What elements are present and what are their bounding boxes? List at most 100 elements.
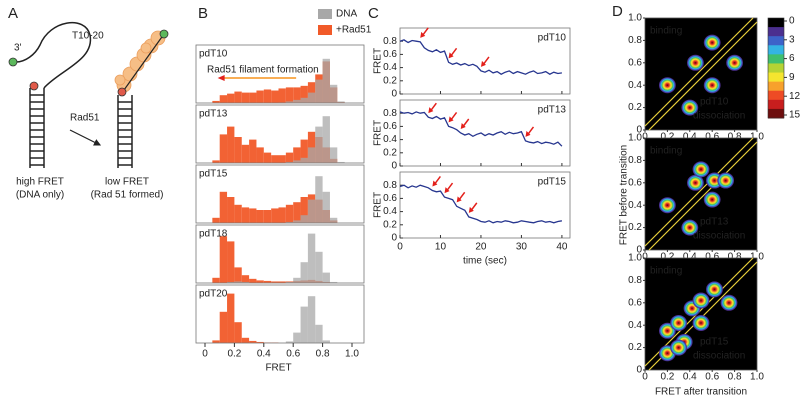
histogram-bar [263, 280, 272, 283]
y-tick-label: 0.4 [628, 320, 642, 331]
y-tick-label: 0.4 [383, 62, 397, 73]
density-contour [691, 307, 693, 310]
histogram-bar [249, 139, 257, 163]
y-tick-label: 0.8 [383, 108, 397, 119]
legend-swatch [318, 9, 332, 19]
histogram-bar [337, 161, 345, 163]
x-tick-label: 0 [642, 132, 648, 143]
y-tick-label: 0 [636, 125, 642, 136]
colorbar-label: 0 [789, 16, 795, 27]
x-tick-label: 0.8 [728, 252, 742, 263]
plot-frame [399, 99, 571, 167]
x-tick-label: 0 [202, 349, 208, 360]
x-tick-label: 0.6 [705, 372, 719, 383]
trace-title: pdT10 [538, 33, 567, 44]
density-peak [687, 54, 704, 71]
histogram-bar [278, 88, 286, 103]
density-peak [670, 339, 687, 356]
fret-trace [399, 184, 563, 224]
y-tick-label: 0 [636, 245, 642, 256]
histogram-bar [285, 204, 294, 223]
histogram-bar [300, 197, 308, 223]
histogram-bar [256, 147, 264, 163]
region-label: binding [650, 26, 682, 37]
histogram-bar [315, 324, 323, 343]
x-tick-label: 0.4 [683, 372, 697, 383]
x-tick-label: 0 [642, 252, 648, 263]
region-label: dissociation [693, 351, 745, 362]
y-tick-label: 0 [391, 161, 397, 172]
histogram-bar [293, 87, 301, 103]
density-contour [688, 106, 691, 109]
y-tick-label: 0.6 [383, 193, 397, 204]
density-contour [711, 41, 714, 44]
histogram-bar [293, 160, 301, 163]
histogram-bar [300, 157, 308, 163]
x-tick-label: 0.8 [728, 132, 742, 143]
histogram-bar [249, 340, 257, 343]
y-tick-label: 0.8 [383, 180, 397, 191]
histogram-bar [293, 332, 301, 343]
density-peak [703, 34, 721, 51]
fret-trace [399, 39, 562, 75]
histogram-bar [271, 155, 279, 163]
ssdna-extended [123, 33, 165, 91]
donor-dye [29, 81, 39, 91]
y-tick-label: 0.2 [383, 219, 397, 230]
histogram-bar [300, 262, 308, 283]
histogram-bar [322, 340, 330, 343]
y-tick-label: 0.6 [628, 297, 642, 308]
density-contour [666, 204, 669, 206]
histogram-bar [293, 202, 301, 223]
reaction-arrow [69, 129, 102, 146]
annotation: Rad51 filament formation [207, 65, 319, 76]
histogram-bar [212, 277, 220, 283]
x-tick-label: 1.0 [345, 349, 359, 360]
arrow-head [448, 116, 454, 123]
x-tick-label: 0.4 [683, 252, 697, 263]
density-contour [700, 168, 702, 171]
histogram-bar [249, 278, 257, 283]
trace-title: pdT13 [538, 105, 567, 116]
histogram-bar [315, 176, 323, 223]
histogram-bar [227, 241, 235, 283]
density-contour [666, 330, 669, 332]
histogram-bar [293, 99, 301, 103]
x-tick-label: 0.2 [660, 132, 674, 143]
x-tick-label: 0.6 [705, 132, 719, 143]
arrow-head [480, 60, 486, 67]
density-contour [677, 322, 680, 324]
histogram-bar [285, 87, 294, 103]
histogram-bar [307, 92, 316, 103]
histogram-bar [329, 217, 338, 223]
region-label: dissociation [693, 231, 745, 242]
histogram-bar [256, 341, 264, 343]
density-peak [659, 197, 676, 214]
x-tick-label: 1.0 [750, 372, 764, 383]
histogram-bar [329, 147, 338, 163]
y-tick-label: 0.2 [628, 102, 642, 113]
histogram-bar [241, 275, 250, 283]
y-tick-label: 0.8 [628, 155, 642, 166]
panel-frame [195, 44, 365, 104]
histogram-bar [322, 272, 330, 283]
arrow-head [432, 180, 438, 187]
density-contour [677, 346, 680, 349]
density-contour [711, 84, 714, 86]
x-tick-label: 1.0 [750, 132, 764, 143]
histogram-bar [307, 147, 316, 163]
density-peak [683, 300, 701, 317]
histogram-bar [300, 85, 308, 103]
histogram-bar [315, 79, 323, 103]
histogram-bar [285, 161, 294, 163]
protein-label: Rad51 [70, 113, 100, 124]
x-tick-label: 0 [642, 372, 648, 383]
density-peak [720, 294, 738, 311]
histogram-bar [271, 90, 279, 103]
colorbar-cell [768, 81, 784, 92]
y-tick-label: 1.0 [628, 13, 642, 24]
panel-title: pdT15 [700, 337, 729, 348]
y-tick-label: 0.4 [383, 134, 397, 145]
density-peak [703, 77, 721, 94]
plot-frame [399, 171, 571, 239]
